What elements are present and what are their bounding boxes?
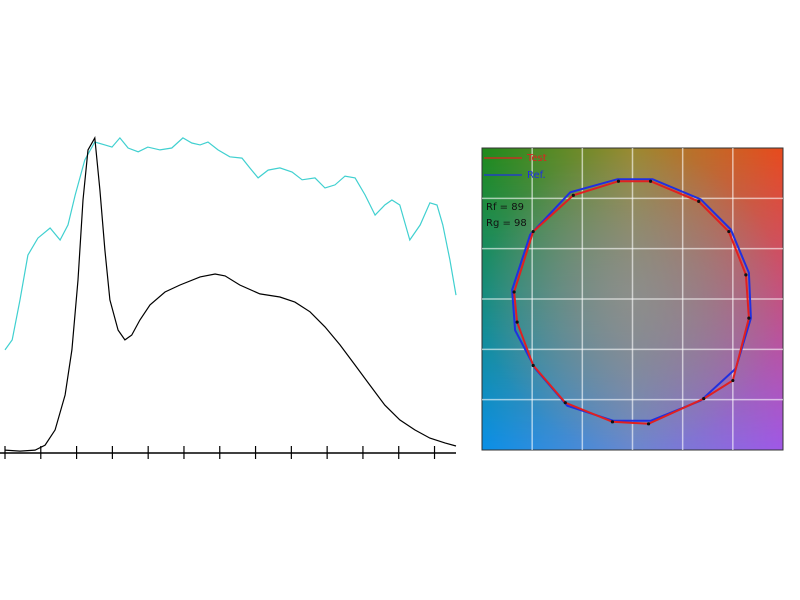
- vector-point: [515, 320, 519, 324]
- spectrum-line: [4, 135, 457, 452]
- vector-point: [646, 422, 651, 426]
- spectrum-line: [4, 136, 457, 351]
- legend-label: Test: [526, 153, 547, 164]
- vector-point: [744, 273, 748, 277]
- vector-point: [531, 229, 535, 234]
- vector-point: [563, 401, 567, 405]
- metric-label: Rg = 98: [486, 218, 527, 229]
- vector-point: [731, 378, 735, 383]
- vector-point: [648, 179, 653, 183]
- vector-point: [727, 229, 731, 234]
- vector-point: [610, 420, 615, 424]
- vector-point: [747, 316, 751, 320]
- vector-point: [702, 397, 706, 401]
- vector-point: [512, 290, 516, 294]
- vector-point: [571, 193, 575, 197]
- metric-label: Rf = 89: [486, 202, 524, 213]
- vector-point: [531, 363, 535, 368]
- vector-polygon: [511, 178, 752, 422]
- vector-point: [697, 199, 701, 203]
- legend-label: Ref.: [527, 170, 546, 181]
- vector-point: [616, 179, 621, 183]
